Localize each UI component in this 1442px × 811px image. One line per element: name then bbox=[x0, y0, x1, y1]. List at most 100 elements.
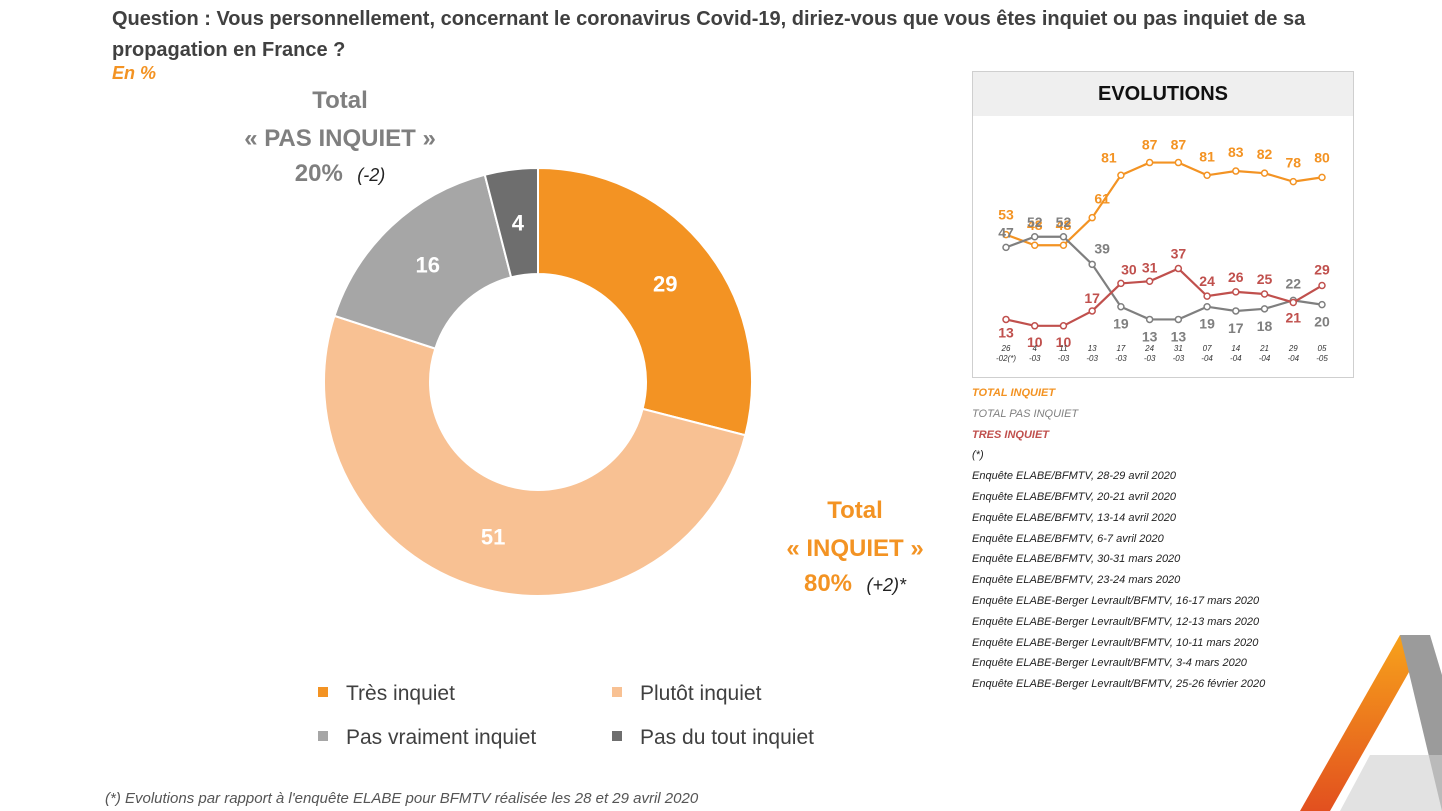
data-label-total-inquiet: 48 bbox=[1027, 217, 1043, 233]
data-label-total-pas-inquiet: 22 bbox=[1285, 275, 1301, 291]
data-label-total-inquiet: 53 bbox=[998, 207, 1014, 223]
donut-label-pas-vraiment-inquiet: 16 bbox=[416, 253, 440, 278]
data-label-tres-inquiet: 13 bbox=[998, 324, 1014, 340]
series-line-total-pas-inquiet bbox=[1005, 235, 1323, 321]
evo-legend-tres-inquiet: TRES INQUIET bbox=[972, 428, 1050, 441]
series-line-tres-inquiet bbox=[1005, 267, 1323, 327]
data-label-total-pas-inquiet: 19 bbox=[1199, 316, 1215, 332]
evolutions-title: EVOLUTIONS bbox=[973, 72, 1353, 116]
data-point-total-inquiet bbox=[1002, 230, 1010, 239]
data-label-tres-inquiet: 37 bbox=[1171, 246, 1187, 262]
total-inquiet-line1: Total bbox=[827, 497, 883, 524]
data-label-total-inquiet: 78 bbox=[1285, 155, 1301, 171]
donut-label-tres-inquiet: 29 bbox=[653, 271, 677, 296]
data-label-tres-inquiet: 25 bbox=[1257, 271, 1273, 287]
data-label-total-inquiet: 81 bbox=[1101, 149, 1117, 165]
data-point-total-pas-inquiet bbox=[1088, 260, 1096, 269]
data-label-total-pas-inquiet: 47 bbox=[998, 224, 1014, 240]
x-tick-label: 29 -04 bbox=[1287, 344, 1299, 363]
donut-label-pas-du-tout-inquiet: 4 bbox=[512, 210, 525, 235]
unit-label: En % bbox=[112, 63, 157, 83]
data-label-tres-inquiet: 10 bbox=[1027, 334, 1043, 350]
data-label-total-inquiet: 61 bbox=[1094, 191, 1110, 207]
x-tick-label: 21 -04 bbox=[1259, 344, 1271, 363]
donut-slice-pas-vraiment-inquiet bbox=[333, 173, 513, 350]
source-line: Enquête ELABE-Berger Levrault/BFMTV, 25-… bbox=[972, 678, 1266, 691]
data-label-total-inquiet: 83 bbox=[1228, 144, 1244, 160]
data-point-total-pas-inquiet bbox=[1260, 305, 1269, 313]
data-label-tres-inquiet: 17 bbox=[1084, 290, 1100, 306]
data-point-total-inquiet bbox=[1260, 169, 1269, 177]
data-point-total-inquiet bbox=[1318, 173, 1326, 182]
data-point-total-pas-inquiet bbox=[1059, 233, 1068, 241]
legend-label-tres-inquiet: Très inquiet bbox=[346, 682, 455, 705]
question-text: Question : Vous personnellement, concern… bbox=[112, 8, 1306, 61]
evo-legend-total-inquiet: TOTAL INQUIET bbox=[972, 387, 1056, 399]
total-pas-inquiet-line1: Total bbox=[312, 87, 368, 114]
data-point-tres-inquiet bbox=[1059, 322, 1068, 330]
data-label-tres-inquiet: 31 bbox=[1142, 259, 1158, 275]
legend-swatch-plutot-inquiet bbox=[612, 687, 622, 698]
source-line: Enquête ELABE-Berger Levrault/BFMTV, 3-4… bbox=[972, 657, 1247, 670]
footnote: (*) Evolutions par rapport à l'enquête E… bbox=[105, 790, 699, 807]
total-pas-inquiet: Total « PAS INQUIET » 20% (-2) bbox=[200, 82, 480, 188]
data-label-total-inquiet: 82 bbox=[1257, 146, 1273, 162]
x-tick-label: 26 -02(*) bbox=[996, 344, 1016, 363]
evolutions-line-chart: 53 48 48 61 81 87 87 81 83 82 78 80 47 52 52 39 19 13 13 19… bbox=[996, 137, 1330, 363]
x-tick-label: 4 -03 bbox=[1029, 344, 1041, 363]
x-tick-label: 05 -05 bbox=[1316, 344, 1328, 363]
evolutions-legend: TOTAL INQUIET TOTAL PAS INQUIET TRES INQ… bbox=[972, 383, 1265, 695]
data-label-total-pas-inquiet: 52 bbox=[1056, 214, 1072, 230]
data-label-tres-inquiet: 26 bbox=[1228, 269, 1244, 285]
data-label-total-inquiet: 87 bbox=[1142, 137, 1158, 153]
data-point-total-inquiet bbox=[1030, 241, 1039, 249]
data-label-tres-inquiet: 29 bbox=[1314, 262, 1330, 278]
data-point-tres-inquiet bbox=[1232, 288, 1240, 296]
total-inquiet-delta: (+2)* bbox=[866, 575, 906, 595]
total-inquiet: Total « INQUIET » 80% (+2)* bbox=[740, 492, 970, 598]
data-label-total-inquiet: 48 bbox=[1056, 217, 1072, 233]
donut-chart: 29 51 16 4 bbox=[323, 166, 753, 597]
data-label-total-inquiet: 80 bbox=[1314, 149, 1330, 165]
data-point-total-inquiet bbox=[1059, 241, 1068, 249]
data-point-total-pas-inquiet bbox=[1002, 243, 1010, 252]
donut-label-plutot-inquiet: 51 bbox=[481, 525, 505, 550]
total-pas-inquiet-percent: 20% bbox=[294, 160, 343, 187]
legend-item-pas-vraiment-inquiet: Pas vraiment inquiet bbox=[318, 726, 536, 750]
source-line: Enquête ELABE/BFMTV, 30-31 mars 2020 bbox=[972, 553, 1181, 566]
total-pas-inquiet-delta: (-2) bbox=[357, 165, 386, 185]
data-point-total-inquiet bbox=[1174, 158, 1183, 167]
elabe-logo bbox=[1300, 635, 1442, 811]
data-point-tres-inquiet bbox=[1145, 277, 1154, 286]
x-tick-label: 13 -03 bbox=[1086, 344, 1098, 363]
source-line: Enquête ELABE/BFMTV, 13-14 avril 2020 bbox=[972, 511, 1177, 524]
data-point-total-inquiet bbox=[1203, 171, 1211, 180]
data-point-total-inquiet bbox=[1117, 171, 1125, 180]
data-point-tres-inquiet bbox=[1174, 264, 1183, 273]
data-point-tres-inquiet bbox=[1117, 279, 1125, 288]
data-point-tres-inquiet bbox=[1002, 315, 1010, 324]
legend-item-pas-du-tout-inquiet: Pas du tout inquiet bbox=[612, 726, 814, 750]
data-point-total-pas-inquiet bbox=[1232, 307, 1240, 315]
legend-label-pas-du-tout-inquiet: Pas du tout inquiet bbox=[640, 726, 814, 749]
data-point-tres-inquiet bbox=[1203, 292, 1211, 300]
data-point-total-inquiet bbox=[1145, 158, 1154, 167]
data-label-total-inquiet: 81 bbox=[1199, 148, 1215, 164]
total-inquiet-percent: 80% bbox=[803, 570, 853, 597]
data-label-tres-inquiet: 10 bbox=[1056, 334, 1072, 350]
x-tick-label: 31 -03 bbox=[1173, 344, 1185, 363]
data-label-tres-inquiet: 30 bbox=[1121, 261, 1137, 277]
legend-swatch-pas-vraiment-inquiet bbox=[318, 731, 328, 742]
legend-item-tres-inquiet: Très inquiet bbox=[318, 682, 455, 706]
data-label-total-inquiet: 87 bbox=[1171, 137, 1187, 153]
x-tick-label: 11 -03 bbox=[1058, 344, 1070, 363]
donut-slice-tres-inquiet bbox=[537, 166, 753, 437]
legend-swatch-tres-inquiet bbox=[318, 687, 328, 698]
source-line: Enquête ELABE-Berger Levrault/BFMTV, 16-… bbox=[972, 594, 1260, 607]
legend-label-pas-vraiment-inquiet: Pas vraiment inquiet bbox=[346, 726, 537, 749]
evo-legend-star: (*) bbox=[972, 449, 984, 462]
x-tick-label: 07 -04 bbox=[1201, 344, 1213, 363]
data-point-tres-inquiet bbox=[1289, 298, 1298, 307]
data-point-tres-inquiet bbox=[1088, 307, 1096, 315]
x-tick-label: 14 -04 bbox=[1230, 344, 1242, 363]
